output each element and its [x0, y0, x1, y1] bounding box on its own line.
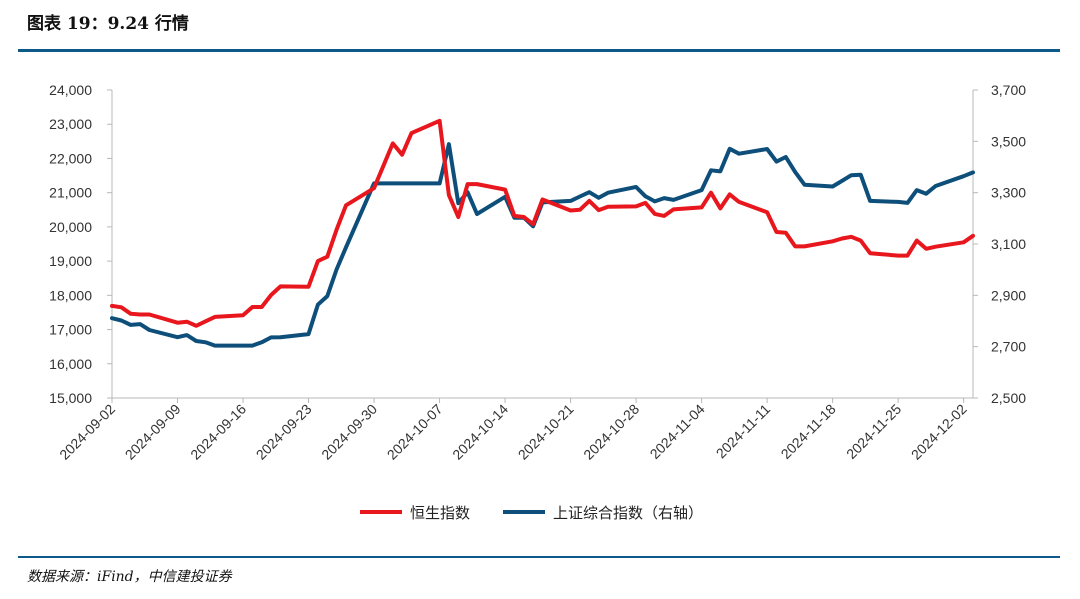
left-axis-label: 24,000	[49, 82, 92, 98]
right-axis-label: 3,500	[991, 133, 1026, 149]
series-lines	[110, 118, 975, 348]
x-axis-label: 2024-10-28	[580, 401, 642, 463]
hsi-series-line	[110, 118, 975, 328]
legend-item-sse-label: 上证综合指数（右轴）	[553, 504, 703, 522]
x-axis-label: 2024-09-30	[318, 401, 380, 463]
right-axis-label: 3,700	[991, 82, 1026, 98]
left-axis-label: 18,000	[49, 287, 92, 303]
x-axis-label: 2024-09-23	[253, 401, 315, 463]
x-axis-label: 2024-11-25	[843, 401, 904, 462]
legend: 恒生指数 上证综合指数（右轴）	[360, 504, 703, 522]
x-axis-label: 2024-11-18	[778, 401, 839, 462]
right-axis-label: 2,900	[991, 287, 1026, 303]
x-axis-label: 2024-10-14	[449, 401, 511, 463]
x-axis-label: 2024-09-16	[187, 401, 249, 463]
x-axis-label: 2024-11-11	[713, 401, 774, 462]
x-axis-label: 2024-09-02	[56, 401, 118, 463]
x-axis-label: 2024-10-21	[515, 401, 577, 463]
left-axis-label: 16,000	[49, 356, 92, 372]
figure-title: 图表 19：9.24 行情	[27, 14, 189, 34]
top-rule	[18, 49, 1060, 52]
left-axis-label: 23,000	[49, 116, 92, 132]
legend-item-hsi-label: 恒生指数	[410, 504, 470, 522]
left-axis-label: 17,000	[49, 322, 92, 338]
right-axis-label: 3,100	[991, 236, 1026, 252]
source-note: 数据来源：iFind，中信建投证券	[27, 569, 232, 585]
left-axis-label: 22,000	[49, 150, 92, 166]
bottom-rule	[18, 556, 1060, 558]
x-axis-label: 2024-10-07	[384, 401, 446, 463]
axes: 15,000 16,000 17,000 18,000 19,000 20,000 21,0…	[49, 82, 1026, 463]
left-axis-label: 19,000	[49, 253, 92, 269]
x-axis-label: 2024-11-04	[646, 401, 707, 462]
left-axis-label: 21,000	[49, 185, 92, 201]
right-axis-label: 2,700	[991, 339, 1026, 355]
right-axis-label: 3,300	[991, 185, 1026, 201]
right-axis-label: 2,500	[991, 390, 1026, 406]
left-axis-label: 15,000	[49, 390, 92, 406]
x-axis-label: 2024-09-09	[122, 401, 184, 463]
x-axis-label: 2024-12-02	[908, 401, 970, 463]
left-axis-label: 20,000	[49, 219, 92, 235]
